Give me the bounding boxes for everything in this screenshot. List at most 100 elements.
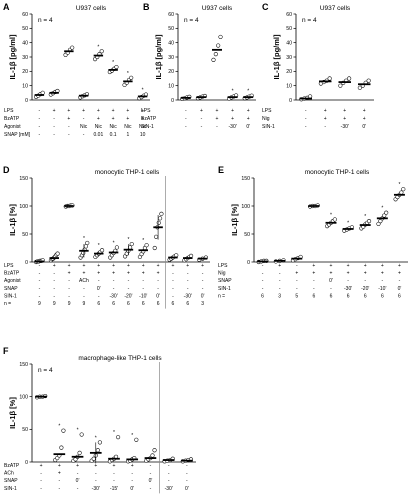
table-cell: - <box>39 116 41 122</box>
table-cell: 6 <box>261 293 264 299</box>
table-cell: + <box>141 108 144 114</box>
data-point <box>213 52 218 57</box>
table-cell: - <box>39 286 41 292</box>
y-axis-label: IL-1β [%] <box>230 204 239 236</box>
table-cell: 3 <box>201 301 204 307</box>
row-label: SIN-1 <box>262 124 275 130</box>
table-cell: - <box>201 116 203 122</box>
table-cell: - <box>172 271 174 277</box>
table-cell: 6 <box>127 301 130 307</box>
data-point <box>327 76 332 81</box>
table-cell: - <box>95 471 97 477</box>
table-cell: + <box>324 108 327 114</box>
table-cell: ACh <box>79 278 89 284</box>
table-cell: + <box>127 271 130 277</box>
table-cell: + <box>295 271 298 277</box>
data-point <box>91 456 96 461</box>
table-cell: - <box>83 116 85 122</box>
table-cell: - <box>185 116 187 122</box>
data-point <box>95 448 100 453</box>
table-cell: - <box>296 286 298 292</box>
data-point <box>152 245 157 251</box>
row-label: LPS <box>141 108 151 114</box>
data-point <box>59 445 64 450</box>
row-label: BzATP <box>4 271 20 277</box>
chart-title: macrophage-like THP-1 cells <box>78 355 162 362</box>
table-cell: 6 <box>330 293 333 299</box>
table-cell: + <box>363 116 366 122</box>
table-cell: -30' <box>341 124 349 130</box>
table-cell: -30' <box>165 486 173 492</box>
table-cell: + <box>97 108 100 114</box>
y-tick-label: 150 <box>19 362 28 368</box>
table-cell: + <box>58 463 61 469</box>
significance-star: * <box>95 435 97 441</box>
table-cell: Nic <box>139 124 147 130</box>
table-cell: + <box>278 263 281 269</box>
table-cell: 0' <box>201 293 205 299</box>
y-tick-label: 20 <box>168 69 174 75</box>
table-cell: - <box>330 286 332 292</box>
table-cell: - <box>187 271 189 277</box>
table-cell: - <box>83 132 85 138</box>
table-cell: - <box>305 124 307 130</box>
data-point <box>347 76 352 81</box>
significance-star: * <box>77 428 79 434</box>
table-cell: - <box>185 124 187 130</box>
data-point <box>376 221 381 226</box>
table-cell: - <box>186 471 188 477</box>
table-cell: + <box>58 471 61 477</box>
significance-star: * <box>347 220 349 226</box>
table-cell: -30' <box>92 486 100 492</box>
significance-star: * <box>112 60 114 66</box>
table-cell: 1 <box>126 132 129 138</box>
table-cell: - <box>142 286 144 292</box>
table-cell: - <box>68 293 70 299</box>
table-cell: Nic <box>110 124 118 130</box>
table-cell: -30' <box>229 124 237 130</box>
table-cell: - <box>113 286 115 292</box>
table-cell: Nic <box>95 124 103 130</box>
table-cell: - <box>364 278 366 284</box>
y-tick-label: 60 <box>22 12 28 18</box>
data-point <box>216 43 221 48</box>
y-tick-label: 50 <box>22 232 28 238</box>
table-cell: 0' <box>156 293 160 299</box>
table-cell: - <box>68 278 70 284</box>
y-tick-label: 0 <box>25 98 28 104</box>
table-cell: - <box>39 124 41 130</box>
table-cell: 5 <box>295 293 298 299</box>
table-cell: + <box>97 263 100 269</box>
y-tick-label: 100 <box>19 394 28 400</box>
table-cell: + <box>53 108 56 114</box>
table-cell: - <box>131 478 133 484</box>
table-cell: + <box>216 116 219 122</box>
row-label: Agonist <box>4 124 21 130</box>
y-tick-label: 0 <box>25 260 28 266</box>
table-cell: + <box>200 108 203 114</box>
table-cell: 9 <box>68 301 71 307</box>
y-tick-label: 10 <box>22 83 28 89</box>
table-cell: + <box>68 263 71 269</box>
table-cell: - <box>262 263 264 269</box>
table-cell: Nic <box>80 124 88 130</box>
table-cell: + <box>67 116 70 122</box>
y-tick-label: 100 <box>241 204 250 210</box>
table-cell: + <box>231 108 234 114</box>
data-point <box>79 432 84 437</box>
table-cell: - <box>39 293 41 299</box>
panel-d: D 0 50 100 150 IL-1β [%] monocytic THP-1 cells… <box>3 165 210 309</box>
table-cell: - <box>98 293 100 299</box>
y-tick-label: 40 <box>286 40 292 46</box>
y-tick-label: 30 <box>286 55 292 61</box>
table-cell: - <box>39 108 41 114</box>
panel-a: A 0 10 20 30 40 50 60 IL-1β [pg/ml] U937 cells n =… <box>3 2 150 138</box>
table-cell: + <box>231 116 234 122</box>
y-tick-label: 10 <box>286 83 292 89</box>
table-cell: - <box>187 286 189 292</box>
y-tick-label: 150 <box>241 176 250 182</box>
significance-star: * <box>247 89 249 95</box>
table-cell: 9 <box>53 301 56 307</box>
table-cell: - <box>53 132 55 138</box>
table-cell: - <box>68 124 70 130</box>
